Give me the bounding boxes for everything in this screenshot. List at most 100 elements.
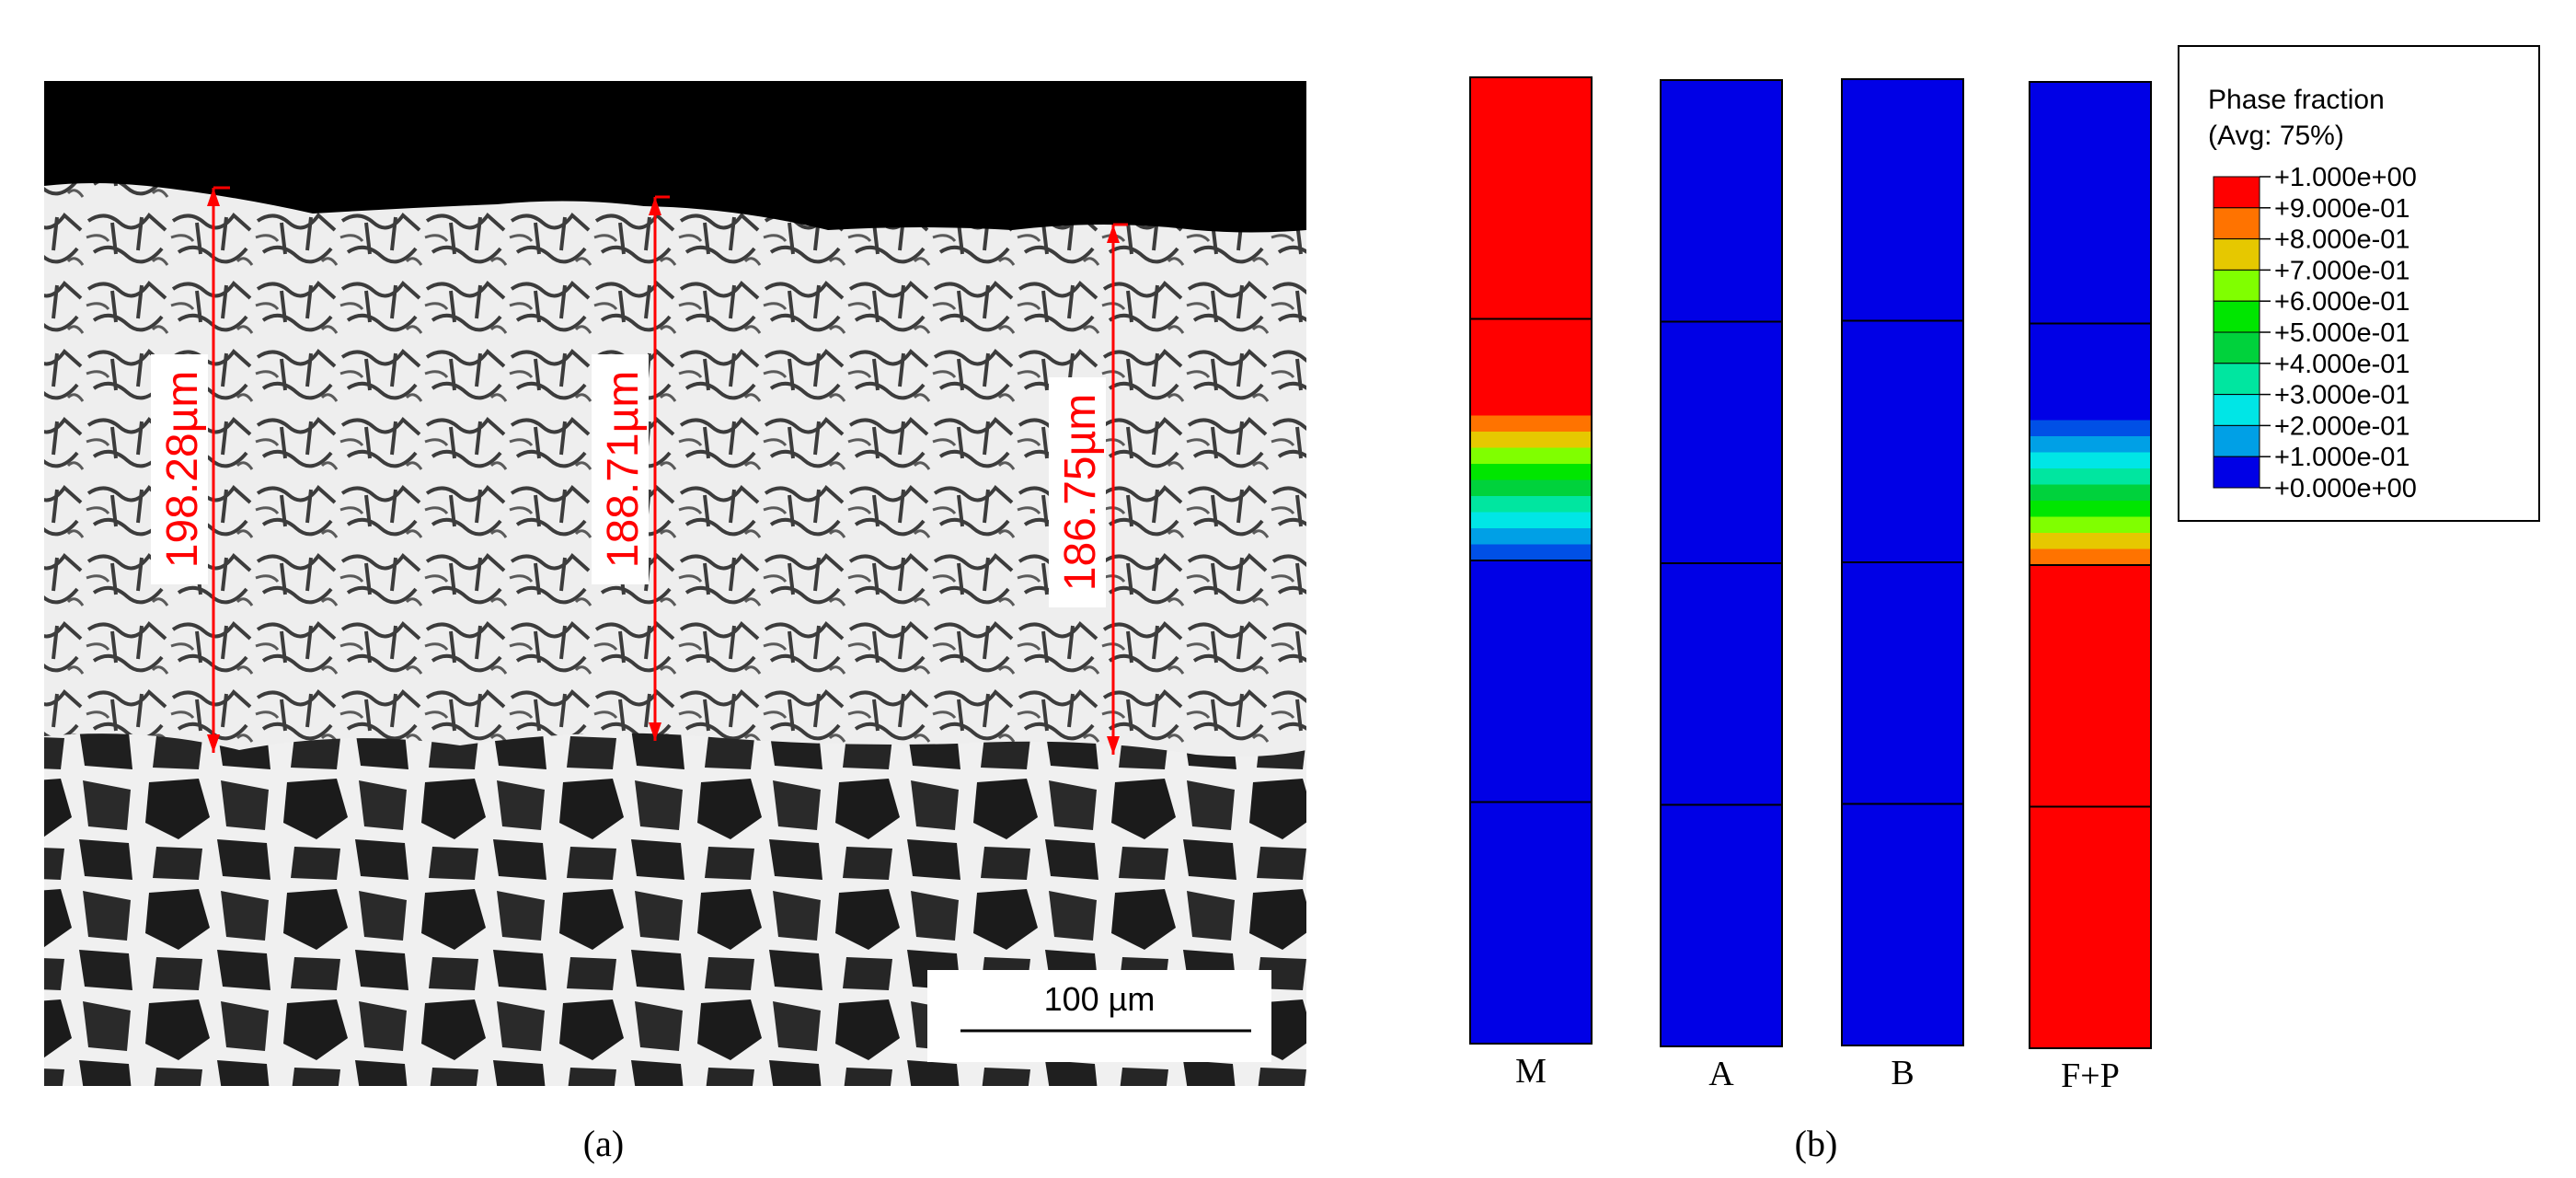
legend-title: Phase fraction <box>2208 85 2385 115</box>
column-segment <box>1470 399 1592 417</box>
column-segment <box>2030 82 2151 99</box>
column-segment <box>2030 613 2151 630</box>
depth-marker-2-arrowhead-top <box>649 197 661 215</box>
column-segment <box>2030 98 2151 115</box>
column-segment <box>1661 321 1782 339</box>
column-segment <box>1661 660 1782 677</box>
legend-swatch <box>2213 456 2260 489</box>
column-segment <box>2030 999 2151 1017</box>
column-segment <box>1661 241 1782 259</box>
legend-box: Phase fraction (Avg: 75%) +1.000e+00+9.0… <box>2178 45 2540 522</box>
column-segment <box>1470 963 1592 980</box>
column-segment <box>1661 353 1782 371</box>
column-segment <box>2030 468 2151 486</box>
column-segment <box>1842 514 1963 531</box>
column-frame <box>1841 78 1964 1046</box>
column-segment <box>2030 340 2151 357</box>
column-segment <box>1661 434 1782 452</box>
column-segment <box>1842 788 1963 805</box>
column-segment <box>1842 707 1963 724</box>
column-segment <box>1661 853 1782 871</box>
column-label: A <box>1708 1055 1734 1093</box>
column-segment <box>2030 194 2151 212</box>
column-segment <box>1842 401 1963 419</box>
column-segment <box>1842 144 1963 161</box>
column-segment <box>1842 578 1963 595</box>
column-segment <box>2030 114 2151 132</box>
column-segment <box>1470 705 1592 722</box>
scale-bar: 100 µm <box>927 970 1271 1062</box>
column-segment <box>1661 531 1782 549</box>
column-segment <box>1470 818 1592 836</box>
depth-marker-1: 198.28µm <box>151 186 230 753</box>
column-segment <box>1661 273 1782 291</box>
column-segment <box>1842 981 1963 999</box>
column-frame <box>2029 81 2152 1049</box>
micrograph-hardened-layer-texture <box>44 175 1306 755</box>
legend-label: +3.000e-01 <box>2274 381 2410 410</box>
column-segment <box>1842 964 1963 982</box>
column-segment <box>2030 726 2151 744</box>
column-segment <box>1470 786 1592 803</box>
column-segment <box>1470 190 1592 207</box>
legend-swatch <box>2213 238 2260 271</box>
column-segment <box>1661 418 1782 435</box>
column-frame <box>1469 76 1593 1045</box>
column-segment <box>1661 499 1782 516</box>
depth-marker-1-arrowhead-top <box>207 188 220 206</box>
column-segment <box>1842 256 1963 273</box>
column-segment <box>1470 512 1592 529</box>
column-segment <box>1470 206 1592 224</box>
column-segment <box>1661 724 1782 742</box>
column-segment <box>1842 691 1963 709</box>
column-segment <box>1470 883 1592 900</box>
column-segment <box>2030 452 2151 469</box>
column-segment <box>1842 739 1963 756</box>
column-segment <box>2030 984 2151 1001</box>
column-segment <box>1661 386 1782 403</box>
column-segment <box>1470 93 1592 110</box>
column-segment <box>1470 625 1592 642</box>
micrograph-black-background <box>44 81 1306 233</box>
column-segment <box>1661 804 1782 822</box>
column-segment <box>1470 271 1592 288</box>
column-segment <box>1661 982 1782 999</box>
column-segment <box>1470 528 1592 546</box>
column-segment <box>2030 967 2151 985</box>
column-segment <box>1842 449 1963 467</box>
column-segment <box>1470 737 1592 755</box>
column-segment <box>1661 1014 1782 1032</box>
column-segment <box>1842 127 1963 144</box>
column-segment <box>1842 530 1963 548</box>
column-segment <box>1661 177 1782 194</box>
column-segment <box>1470 915 1592 932</box>
column-segment <box>1470 754 1592 771</box>
column-segment <box>1842 917 1963 934</box>
column-segment <box>1470 222 1592 239</box>
column-segment <box>1842 385 1963 402</box>
column-segment <box>1661 901 1782 918</box>
column-segment <box>1661 740 1782 757</box>
column-segment <box>1842 675 1963 692</box>
column-segment <box>1661 692 1782 710</box>
column-segment <box>1661 225 1782 242</box>
column-segment <box>1661 837 1782 854</box>
column-segment <box>1470 722 1592 739</box>
column-segment <box>1470 77 1592 95</box>
column-segment <box>2030 533 2151 550</box>
column-segment <box>1842 610 1963 628</box>
column-segment <box>1470 769 1592 787</box>
column-segment <box>1842 369 1963 387</box>
column-segment <box>1661 611 1782 629</box>
column-segment <box>1842 305 1963 322</box>
depth-marker-2: 188.71µm <box>592 195 670 741</box>
column-segment <box>1470 432 1592 449</box>
column-segment <box>1470 496 1592 514</box>
column-segment <box>2030 146 2151 164</box>
column-segment <box>1470 125 1592 143</box>
column-segment <box>1661 289 1782 306</box>
column-segment <box>2030 597 2151 615</box>
column-segment <box>1842 498 1963 515</box>
column-segment <box>1661 257 1782 274</box>
column-segment <box>1842 224 1963 241</box>
